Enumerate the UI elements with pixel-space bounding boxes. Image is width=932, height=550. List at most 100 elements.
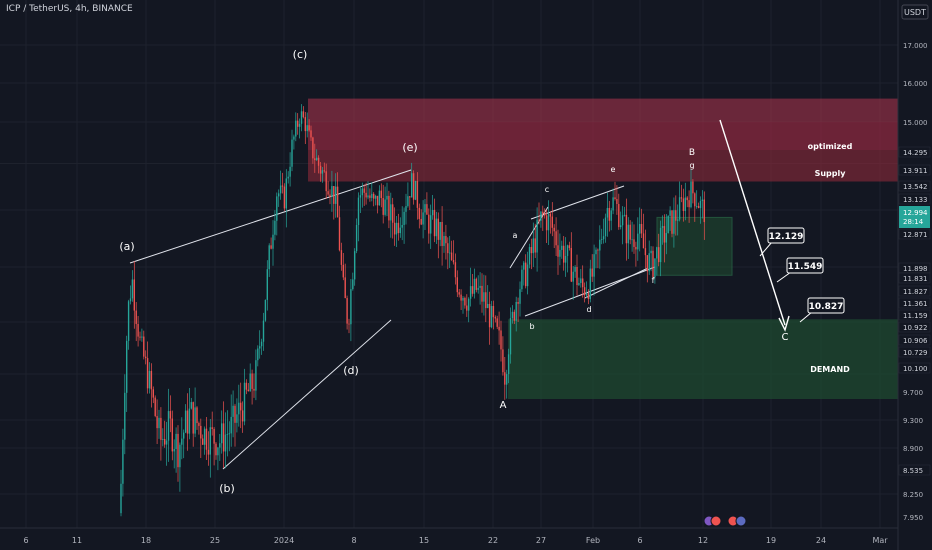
target-value: 11.549 [788,262,823,272]
time-axis: 6 11 18 25 2024 8 15 22 27 Feb 6 12 19 24 Mar [0,515,898,545]
candle-body [616,199,618,204]
candle-body [703,199,705,223]
wave-label: b [529,322,534,331]
target-pointer [759,241,773,257]
candle-body [133,279,135,311]
candle-body [321,170,324,174]
wave-label: a [513,231,518,240]
optimized-zone-upper [308,98,898,122]
candle-body [198,423,200,426]
candle-body [264,299,267,321]
candle-body [441,221,443,246]
candle-body [122,439,124,484]
candle-body [255,360,257,391]
target-value: 12.129 [769,232,804,242]
candle-body [504,372,506,385]
candle-body [597,249,599,251]
candle-body [593,254,595,277]
candle-body [621,215,624,226]
candle-body [188,408,191,434]
price-marker-value: 11.361 [903,300,928,308]
trendline [129,169,412,264]
candle-body [500,330,502,350]
candle-body [618,203,620,228]
candle-body [171,418,173,452]
wave-label: e [611,165,616,174]
x-tick-label: 18 [141,536,151,545]
current-price-value: 12.994 [903,209,928,217]
candle-body [234,405,236,423]
event-icon [710,515,722,527]
candle-body [485,292,487,309]
projection-arrow-head [778,315,790,332]
candle-body [468,298,470,311]
candle-body [308,125,310,131]
trendline [509,206,549,269]
candle-body [184,410,187,433]
price-marker-bg [898,285,931,297]
candle-body [680,197,683,199]
currency-button [901,4,929,20]
x-tick-label: 2024 [274,536,294,545]
candle-body [200,425,202,439]
candle-body [542,211,544,214]
candle-body [266,269,268,300]
price-marker: 11.159 [898,309,931,321]
candle-body [416,180,419,208]
candle-body [194,407,196,434]
candle-body [177,433,179,468]
candle-body [359,195,362,198]
candle-body [513,311,515,321]
candle-body [407,196,409,207]
candle-body [644,248,647,256]
candle-body [378,190,381,206]
candle-body [361,188,363,196]
candle-body [692,181,694,194]
candles-layer [120,104,705,517]
zone-label: optimized [808,142,853,151]
target-callout: 11.549 [776,257,824,283]
candle-body [682,198,685,211]
candle-body [414,180,417,200]
candle-body [354,251,356,280]
candle-body [658,247,660,263]
candle-body [135,310,137,324]
candle-body [580,278,582,283]
candle-body [382,198,384,215]
candle-body [673,210,675,234]
candle-body [460,294,462,301]
candle-body [639,224,641,234]
candle-body [464,297,466,306]
candle-body [637,233,639,250]
price-marker: 10.100 [898,362,931,374]
candle-body [164,438,166,445]
price-marker: 13.542 [898,180,931,192]
candle-body [287,176,289,179]
candle-body [145,356,147,359]
candle-body [371,193,373,198]
candle-body [420,218,422,225]
candle-body [405,206,407,212]
candle-body [492,305,495,318]
candle-body [576,267,578,286]
candle-body [390,204,392,221]
candle-body [259,346,261,349]
candle-body [126,340,128,393]
candle-body [663,226,666,243]
target-box [656,216,733,276]
candle-body [298,123,301,127]
candle-body [669,210,671,216]
candle-body [317,157,320,166]
price-marker: 13.133 [898,193,931,205]
demand-zone [508,319,898,399]
candle-body [671,210,673,234]
candle-body [652,250,654,278]
candle-body [498,326,500,331]
candle-body [226,433,229,435]
candle-body [146,358,149,389]
y-tick-label: 16.000 [903,80,928,88]
candle-body [196,407,198,424]
y-tick-label: 17.000 [903,42,928,50]
candle-body [129,298,132,302]
